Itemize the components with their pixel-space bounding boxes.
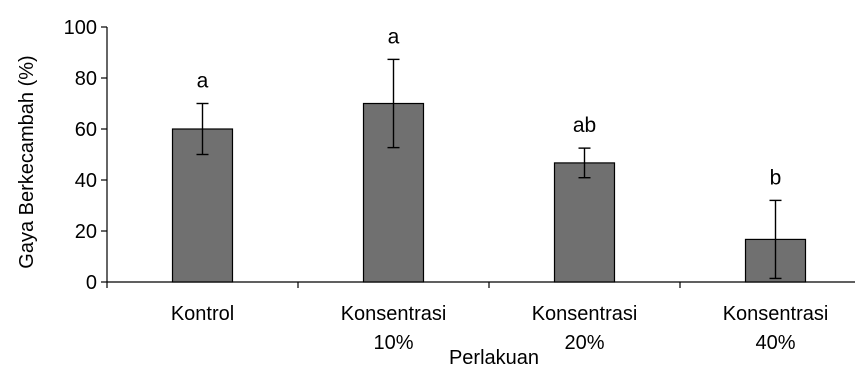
y-tick-label: 40: [75, 170, 97, 192]
y-tick-label: 60: [75, 119, 97, 141]
y-axis-title: Gaya Berkecambah (%): [16, 55, 38, 268]
x-category-label: Konsentrasi: [532, 303, 638, 325]
x-category-label: 20%: [564, 332, 604, 354]
x-category-label: Konsentrasi: [341, 303, 447, 325]
y-tick-label: 0: [86, 272, 97, 294]
significance-label: ab: [573, 114, 596, 137]
x-category-label: Konsentrasi: [723, 303, 829, 325]
y-tick-label: 80: [75, 68, 97, 90]
x-category-label: 40%: [755, 332, 795, 354]
y-axis: 0 20 40 60 80 100: [64, 17, 108, 294]
x-category-label: 10%: [373, 332, 413, 354]
y-tick-label: 20: [75, 221, 97, 243]
x-axis: [106, 281, 855, 288]
significance-label: a: [197, 70, 209, 93]
bar: [553, 162, 616, 283]
significance-label: b: [770, 166, 782, 189]
bars: a a ab b: [171, 25, 807, 283]
x-category-label: Kontrol: [171, 303, 234, 325]
x-axis-title: Perlakuan: [449, 347, 539, 369]
y-tick-label: 100: [64, 17, 97, 39]
category-labels: Kontrol Konsentrasi 10% Konsentrasi 20% Konse…: [171, 303, 829, 354]
significance-label: a: [388, 25, 400, 48]
